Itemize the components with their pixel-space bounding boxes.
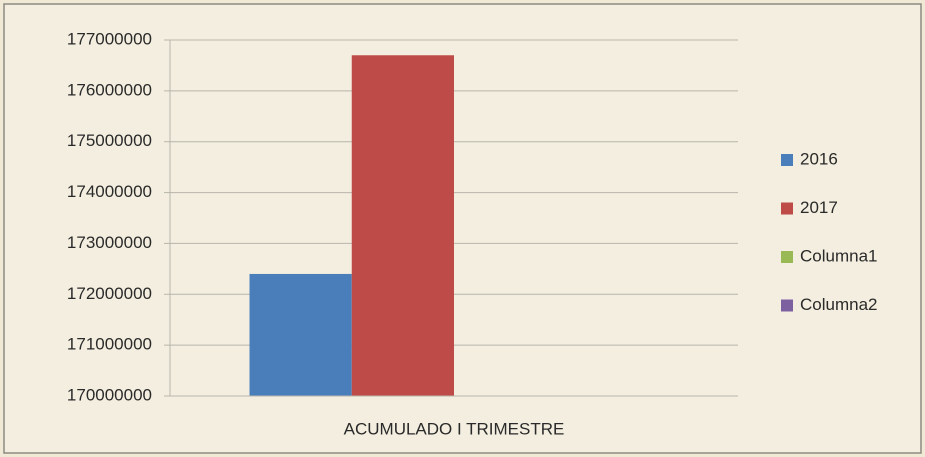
y-tick-label: 170000000 (67, 385, 152, 404)
y-tick-label: 172000000 (67, 284, 152, 303)
legend-swatch (781, 202, 793, 215)
bar (249, 273, 352, 396)
legend-label: 2016 (800, 149, 838, 168)
legend-swatch (781, 299, 793, 312)
y-tick-label: 174000000 (67, 182, 152, 201)
bar (351, 55, 454, 396)
legend-swatch (781, 251, 793, 263)
y-tick-label: 175000000 (67, 131, 152, 150)
chart-frame (3, 3, 922, 454)
y-tick-label: 171000000 (67, 335, 152, 354)
legend-label: 2017 (800, 198, 838, 217)
legend-swatch (781, 154, 793, 166)
y-tick-label: 176000000 (67, 80, 152, 99)
y-tick-label: 173000000 (67, 233, 152, 252)
y-tick-label: 177000000 (67, 29, 152, 48)
legend-label: Columna1 (800, 246, 878, 265)
legend-label: Columna2 (800, 295, 878, 314)
x-tick-label: ACUMULADO I TRIMESTRE (344, 419, 565, 438)
